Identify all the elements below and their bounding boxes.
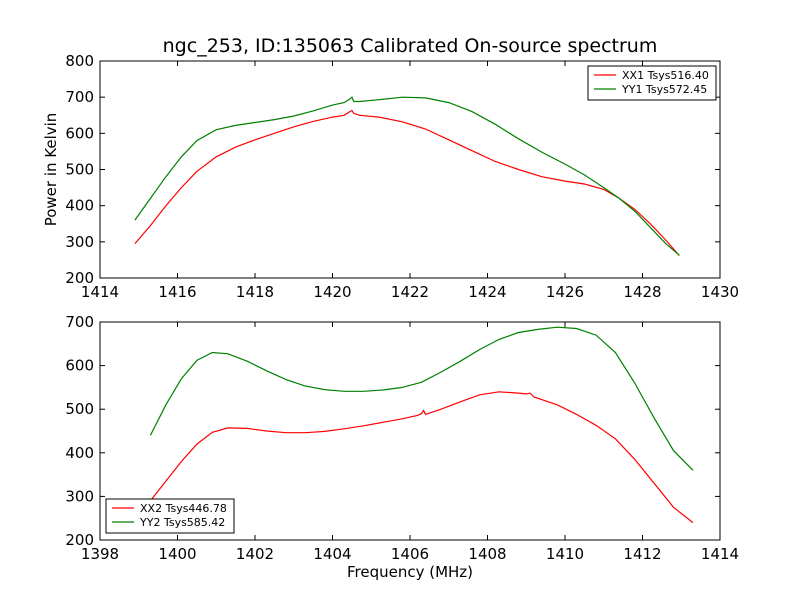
legend-box xyxy=(105,498,235,534)
x-tick-label: 1424 xyxy=(468,283,506,301)
panel-2: 1398 1400 1402 1404 1406 1408 1410 1412 1414 200 3… xyxy=(65,313,739,581)
series-line-yy2 xyxy=(149,326,694,471)
y-axis-label: Power in Kelvin xyxy=(42,113,60,227)
y-tick-label: 200 xyxy=(65,531,94,549)
x-tick-label: 1406 xyxy=(391,545,429,563)
y-tick-label: 400 xyxy=(65,197,94,215)
y-tick-label: 600 xyxy=(65,357,94,375)
x-tick-label: 1426 xyxy=(546,283,584,301)
legend-box xyxy=(587,65,717,101)
x-tick-label: 1420 xyxy=(313,283,351,301)
y-tick-label: 700 xyxy=(65,88,94,106)
panel-1: 1414 1416 1418 1420 1422 1424 1426 1428 1430 200 3… xyxy=(42,52,739,301)
x-tick-label: 1410 xyxy=(546,545,584,563)
legend-label: XX1 Tsys516.40 xyxy=(622,69,709,82)
x-tick-label: 1398 xyxy=(81,545,119,563)
x-tick-label: 1428 xyxy=(623,283,661,301)
legend-label: YY1 Tsys572.45 xyxy=(621,83,707,96)
series-line-xx1 xyxy=(134,109,680,256)
legend-label: YY2 Tsys585.42 xyxy=(139,516,225,529)
legend-label: XX2 Tsys446.78 xyxy=(140,502,227,515)
y-tick-label: 400 xyxy=(65,444,94,462)
y-tick-label: 200 xyxy=(65,269,94,287)
x-tick-label: 1402 xyxy=(236,545,274,563)
figure-title: ngc_253, ID:135063 Calibrated On-source … xyxy=(163,35,658,57)
y-tick-label: 600 xyxy=(65,124,94,142)
x-tick-label: 1430 xyxy=(701,283,739,301)
series-line-yy1 xyxy=(134,96,680,256)
x-tick-label: 1416 xyxy=(158,283,196,301)
x-tick-label: 1404 xyxy=(313,545,351,563)
y-tick-label: 500 xyxy=(65,400,94,418)
y-tick-label: 500 xyxy=(65,161,94,179)
x-axis-label: Frequency (MHz) xyxy=(347,563,473,581)
x-tick-label: 1414 xyxy=(701,545,739,563)
x-tick-label: 1414 xyxy=(81,283,119,301)
y-tick-label: 300 xyxy=(65,487,94,505)
x-tick-label: 1408 xyxy=(468,545,506,563)
y-tick-label: 300 xyxy=(65,233,94,251)
series-line-xx2 xyxy=(149,391,694,524)
x-tick-label: 1400 xyxy=(158,545,196,563)
x-tick-label: 1412 xyxy=(623,545,661,563)
x-tick-label: 1422 xyxy=(391,283,429,301)
y-tick-label: 800 xyxy=(65,52,94,70)
y-tick-label: 700 xyxy=(65,313,94,331)
x-tick-label: 1418 xyxy=(236,283,274,301)
